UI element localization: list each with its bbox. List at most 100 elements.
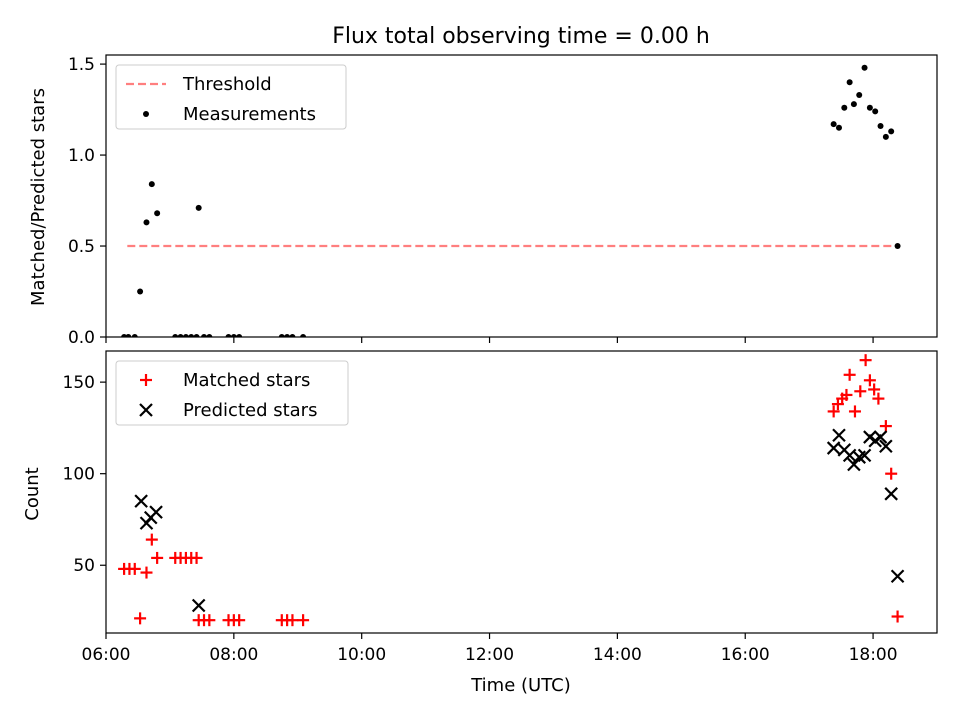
data-point [128,562,141,575]
series-matched-stars [118,354,904,627]
top-panel-ratio: 0.0 0.5 1.0 1.5 Threshold Measurements [68,54,938,348]
y-tick-label: 1.5 [68,55,95,75]
data-point [286,614,299,627]
x-tick-label: 12:00 [465,645,514,665]
data-point [832,428,846,443]
y-tick-label: 1.0 [68,146,95,166]
data-point [859,354,872,367]
series-predicted-stars [134,428,905,613]
data-point [830,121,837,128]
y-tick-label: 0.5 [68,237,95,257]
y-tick-label: 100 [63,465,95,485]
x-stroke-b [884,487,898,501]
x-tick-label: 18:00 [849,645,898,665]
data-point [894,243,901,250]
legend-label: Matched stars [183,370,310,391]
data-point [191,598,206,613]
data-point [877,122,884,129]
data-point [872,392,885,405]
data-point [233,614,246,627]
data-point [890,569,905,584]
data-point [225,334,232,337]
x-stroke-b [873,430,888,444]
legend: Matched stars Predicted stars [115,360,349,426]
data-point [149,505,163,519]
data-point [134,494,148,508]
legend-label: Threshold [182,74,272,95]
data-point [289,334,296,337]
x-tick-label: 14:00 [593,645,642,665]
legend-box [115,360,349,426]
data-point [861,64,868,71]
data-point [182,334,189,337]
data-point [193,334,200,337]
data-point [885,467,898,480]
data-point [148,181,155,188]
data-point [841,104,848,111]
plot-area [118,354,905,627]
data-point [230,334,237,337]
legend: Threshold Measurements [115,64,347,130]
data-point [866,104,873,111]
data-point [863,374,876,387]
y-tick-label: 0.0 [68,328,95,348]
data-point [190,551,203,564]
bottom-y-axis-label: Count [22,467,43,520]
x-stroke-b [139,403,153,417]
data-point [882,133,889,140]
data-point [137,288,144,295]
data-point [879,420,892,433]
data-point [857,448,872,463]
x-tick-label: 16:00 [721,645,770,665]
data-point [848,405,861,418]
data-point [872,108,879,115]
data-point [145,533,158,546]
legend-label: Predicted stars [183,400,317,421]
x-stroke-b [191,598,206,613]
x-stroke-b [826,441,841,455]
data-point [827,405,840,418]
data-point [840,388,853,401]
legend-marker-swatch [143,111,149,117]
data-point [154,210,161,217]
data-point [835,124,842,131]
data-point [284,334,291,337]
data-point [134,612,147,625]
data-point [195,204,202,211]
chart-title: Flux total observing time = 0.00 h [332,24,710,49]
legend-box [115,64,347,130]
data-point [854,385,867,398]
data-point [879,439,893,453]
x-stroke-b [863,430,877,444]
data-point [843,368,856,381]
x-stroke-b [149,505,163,519]
data-point [873,430,888,444]
data-point [206,334,213,337]
data-point [203,614,216,627]
data-point [236,334,243,337]
x-stroke-b [832,428,846,443]
y-tick-label: 50 [73,556,95,576]
x-tick-label: 06:00 [82,645,131,665]
data-point [201,334,208,337]
series-measurements [121,64,901,337]
x-tick-label: 10:00 [337,645,386,665]
data-point [297,614,310,627]
data-point [888,128,895,135]
x-tick-label: 08:00 [209,645,258,665]
data-point [125,334,132,337]
data-point [131,334,138,337]
plot-frame [105,54,938,338]
plot-area [121,64,901,337]
x-stroke-b [890,569,905,584]
data-point [300,334,307,337]
data-point [891,610,904,623]
data-point [826,441,841,455]
data-point [151,551,164,564]
x-stroke-b [857,448,872,463]
x-axis-label: Time (UTC) [470,675,571,696]
bottom-panel-counts: 50 100 150 06:00 08:00 10:00 12:00 14:00 16:00 18… [63,350,938,665]
y-tick-label: 150 [63,373,95,393]
data-point [856,92,863,99]
